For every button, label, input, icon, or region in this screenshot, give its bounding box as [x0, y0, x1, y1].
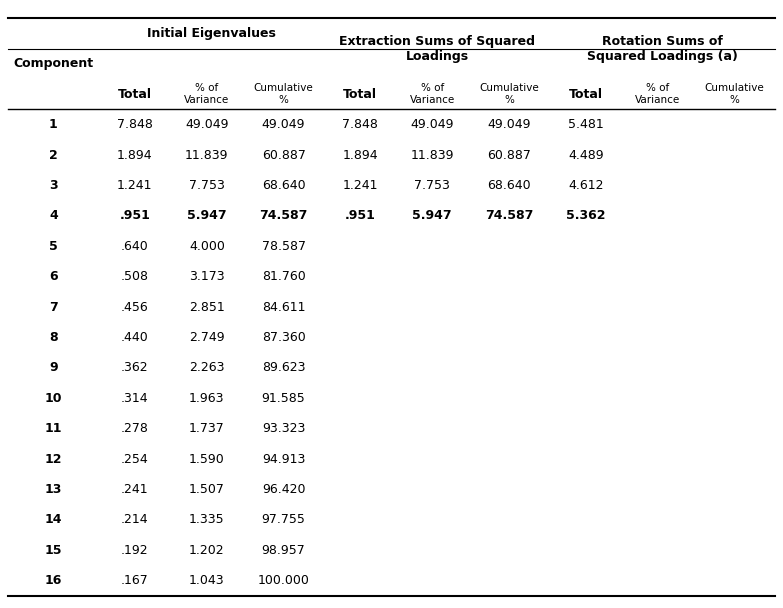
- Text: .278: .278: [121, 422, 149, 435]
- Text: 60.887: 60.887: [487, 148, 531, 162]
- Text: 60.887: 60.887: [262, 148, 305, 162]
- Text: 49.049: 49.049: [410, 118, 454, 131]
- Text: 68.640: 68.640: [487, 179, 531, 192]
- Text: 1: 1: [49, 118, 58, 131]
- Text: 5: 5: [49, 240, 58, 253]
- Text: 1.737: 1.737: [189, 422, 225, 435]
- Text: .192: .192: [121, 544, 149, 557]
- Text: 7: 7: [49, 300, 58, 314]
- Text: .456: .456: [121, 300, 149, 314]
- Text: 4.612: 4.612: [568, 179, 604, 192]
- Text: .167: .167: [121, 574, 149, 587]
- Text: 11.839: 11.839: [185, 148, 229, 162]
- Text: 11.839: 11.839: [410, 148, 454, 162]
- Text: 84.611: 84.611: [262, 300, 305, 314]
- Text: 100.000: 100.000: [258, 574, 309, 587]
- Text: Initial Eigenvalues: Initial Eigenvalues: [147, 27, 276, 40]
- Text: 3.173: 3.173: [189, 270, 225, 283]
- Text: 6: 6: [49, 270, 58, 283]
- Text: 12: 12: [45, 452, 62, 466]
- Text: 93.323: 93.323: [262, 422, 305, 435]
- Text: 68.640: 68.640: [262, 179, 305, 192]
- Text: 1.241: 1.241: [343, 179, 378, 192]
- Text: 2.749: 2.749: [189, 331, 225, 344]
- Text: 98.957: 98.957: [262, 544, 305, 557]
- Text: Total: Total: [118, 88, 152, 101]
- Text: Cumulative
%: Cumulative %: [705, 83, 764, 105]
- Text: .508: .508: [121, 270, 149, 283]
- Text: 4.489: 4.489: [568, 148, 604, 162]
- Text: 81.760: 81.760: [262, 270, 305, 283]
- Text: Cumulative
%: Cumulative %: [254, 83, 313, 105]
- Text: 2: 2: [49, 148, 58, 162]
- Text: 9: 9: [49, 361, 58, 375]
- Text: 1.335: 1.335: [189, 513, 225, 527]
- Text: 2.263: 2.263: [189, 361, 225, 375]
- Text: 87.360: 87.360: [262, 331, 305, 344]
- Text: 1.963: 1.963: [189, 392, 225, 405]
- Text: 1.590: 1.590: [189, 452, 225, 466]
- Text: 5.947: 5.947: [413, 209, 452, 223]
- Text: Extraction Sums of Squared
Loadings: Extraction Sums of Squared Loadings: [339, 35, 535, 63]
- Text: 89.623: 89.623: [262, 361, 305, 375]
- Text: 4.000: 4.000: [189, 240, 225, 253]
- Text: 74.587: 74.587: [485, 209, 533, 223]
- Text: Rotation Sums of
Squared Loadings (a): Rotation Sums of Squared Loadings (a): [587, 35, 738, 63]
- Text: 13: 13: [45, 483, 62, 496]
- Text: .241: .241: [121, 483, 149, 496]
- Text: 16: 16: [45, 574, 62, 587]
- Text: .214: .214: [121, 513, 149, 527]
- Text: .440: .440: [121, 331, 149, 344]
- Text: 91.585: 91.585: [262, 392, 305, 405]
- Text: 7.753: 7.753: [414, 179, 450, 192]
- Text: .640: .640: [121, 240, 149, 253]
- Text: 8: 8: [49, 331, 58, 344]
- Text: 1.241: 1.241: [117, 179, 153, 192]
- Text: 10: 10: [45, 392, 62, 405]
- Text: Component: Component: [13, 57, 93, 71]
- Text: 1.894: 1.894: [117, 148, 153, 162]
- Text: .254: .254: [121, 452, 149, 466]
- Text: 4: 4: [49, 209, 58, 223]
- Text: 96.420: 96.420: [262, 483, 305, 496]
- Text: 5.362: 5.362: [566, 209, 605, 223]
- Text: % of
Variance: % of Variance: [184, 83, 229, 105]
- Text: 3: 3: [49, 179, 58, 192]
- Text: 7.848: 7.848: [342, 118, 378, 131]
- Text: 1.507: 1.507: [189, 483, 225, 496]
- Text: 49.049: 49.049: [262, 118, 305, 131]
- Text: % of
Variance: % of Variance: [410, 83, 455, 105]
- Text: Total: Total: [343, 88, 377, 101]
- Text: 15: 15: [45, 544, 62, 557]
- Text: 94.913: 94.913: [262, 452, 305, 466]
- Text: .362: .362: [121, 361, 149, 375]
- Text: 78.587: 78.587: [262, 240, 305, 253]
- Text: 14: 14: [45, 513, 62, 527]
- Text: 1.043: 1.043: [189, 574, 225, 587]
- Text: % of
Variance: % of Variance: [635, 83, 680, 105]
- Text: 11: 11: [45, 422, 62, 435]
- Text: 7.848: 7.848: [117, 118, 153, 131]
- Text: 2.851: 2.851: [189, 300, 225, 314]
- Text: Total: Total: [568, 88, 603, 101]
- Text: 1.202: 1.202: [189, 544, 225, 557]
- Text: 1.894: 1.894: [342, 148, 378, 162]
- Text: .314: .314: [121, 392, 149, 405]
- Text: 5.947: 5.947: [187, 209, 226, 223]
- Text: 49.049: 49.049: [185, 118, 229, 131]
- Text: .951: .951: [120, 209, 150, 223]
- Text: Cumulative
%: Cumulative %: [479, 83, 539, 105]
- Text: 97.755: 97.755: [262, 513, 305, 527]
- Text: .951: .951: [345, 209, 376, 223]
- Text: 49.049: 49.049: [487, 118, 531, 131]
- Text: 5.481: 5.481: [568, 118, 604, 131]
- Text: 74.587: 74.587: [259, 209, 308, 223]
- Text: 7.753: 7.753: [189, 179, 225, 192]
